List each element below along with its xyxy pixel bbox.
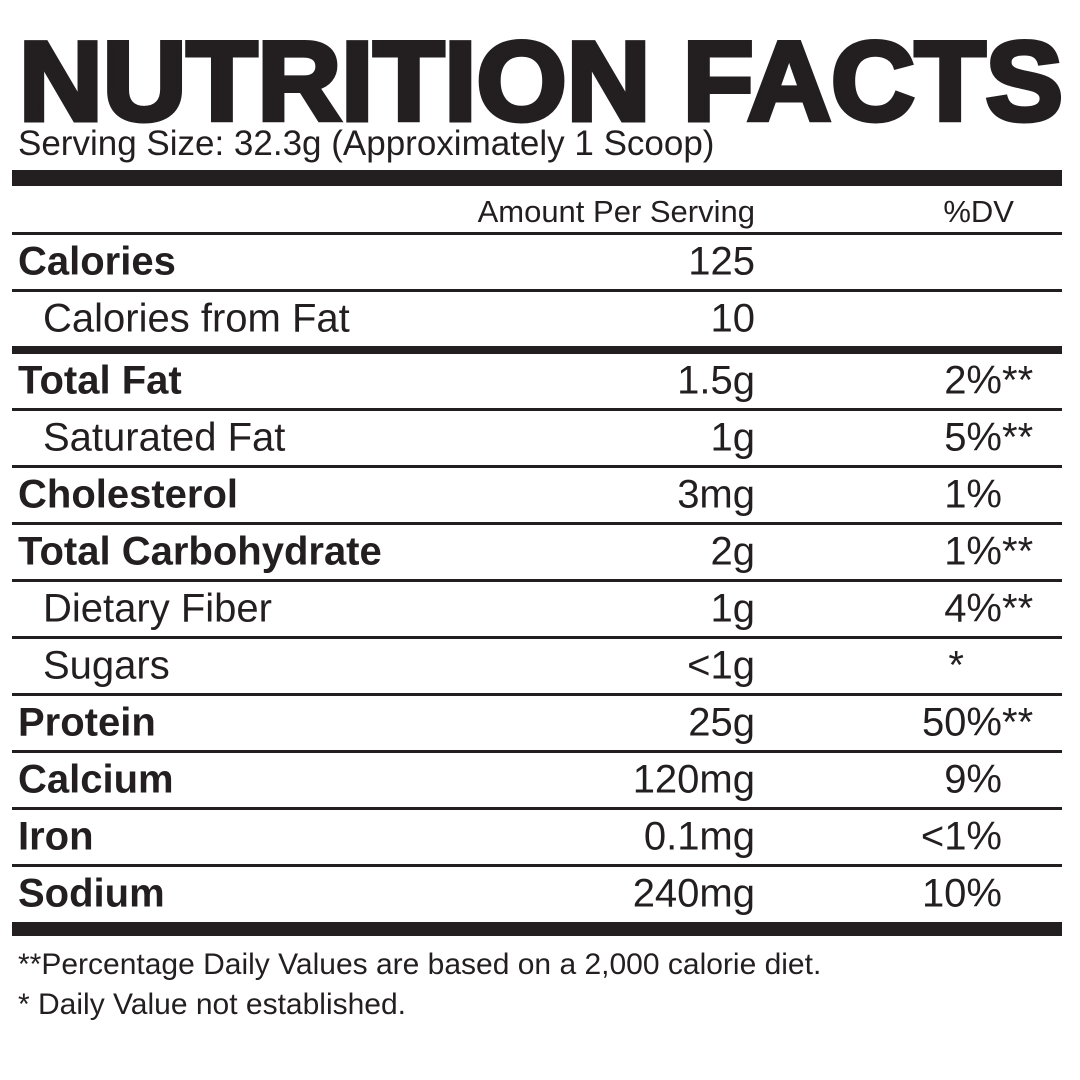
nutrient-dv: 1%	[944, 472, 1002, 517]
nutrient-amount: 1.5g	[677, 358, 755, 403]
nutrition-table: Amount Per Serving %DV Calories 125 Calo…	[12, 186, 1062, 921]
nutrient-row: Dietary Fiber 1g 4% **	[12, 582, 1062, 639]
nutrient-amount: 0.1mg	[643, 814, 755, 859]
nutrient-label-total-fat: Total Fat	[18, 358, 182, 403]
dv-footnote-marker: **	[1002, 586, 1034, 631]
nutrient-label-sodium: Sodium	[18, 871, 165, 916]
amount-header: Amount Per Serving	[477, 193, 755, 229]
nutrient-label-iron: Iron	[18, 814, 94, 859]
table-header: Amount Per Serving %DV	[12, 186, 1062, 235]
nutrient-dv: 5%	[944, 415, 1002, 460]
nutrient-label-dietary-fiber: Dietary Fiber	[43, 586, 272, 631]
nutrient-row: Saturated Fat 1g 5% **	[12, 411, 1062, 468]
footnote-not-established: * Daily Value not established.	[18, 988, 407, 1021]
nutrient-dv: 50%	[921, 700, 1002, 745]
nutrient-label-saturated-fat: Saturated Fat	[43, 415, 286, 460]
dv-footnote-marker: **	[1002, 700, 1034, 745]
dv-footnote-marker: **	[1002, 415, 1034, 460]
nutrient-amount: 120mg	[632, 757, 755, 802]
nutrient-amount: 10	[710, 296, 756, 341]
nutrient-row: Cholesterol 3mg 1%	[12, 468, 1062, 525]
nutrient-label-protein: Protein	[18, 700, 156, 745]
footnote-dv: **Percentage Daily Values are based on a…	[18, 948, 822, 981]
nutrient-label-sugars: Sugars	[43, 643, 170, 688]
nutrient-amount: 240mg	[632, 871, 755, 916]
nutrient-label-calories-from-fat: Calories from Fat	[43, 296, 350, 341]
nutrient-row: Calories from Fat 10	[12, 292, 1062, 354]
nutrient-amount: 3mg	[677, 472, 755, 517]
dv-header: %DV	[943, 193, 1014, 229]
nutrient-label-cholesterol: Cholesterol	[18, 472, 239, 517]
nutrient-dv: 10%	[921, 871, 1002, 916]
nutrient-row: Protein 25g 50% **	[12, 696, 1062, 753]
dv-footnote-marker: **	[1002, 529, 1034, 574]
label-title: NUTRITION FACTS	[17, 36, 1066, 128]
nutrient-row: Calcium 120mg 9%	[12, 753, 1062, 810]
thick-divider-bottom	[12, 922, 1062, 936]
nutrient-amount: 1g	[710, 586, 756, 631]
nutrient-amount: 125	[688, 239, 755, 284]
nutrient-dv: 4%	[944, 586, 1002, 631]
serving-size: Serving Size: 32.3g (Approximately 1 Sco…	[18, 124, 715, 163]
nutrient-dv: 9%	[944, 757, 1002, 802]
nutrient-row: Sugars <1g *	[12, 639, 1062, 696]
nutrient-label-calcium: Calcium	[18, 757, 174, 802]
nutrient-row: Calories 125	[12, 235, 1062, 292]
dv-footnote-marker: **	[1002, 358, 1034, 403]
nutrient-amount: 1g	[710, 415, 756, 460]
nutrient-dv: <1%	[920, 814, 1002, 859]
nutrient-dv: 2%	[944, 358, 1002, 403]
nutrient-amount: 2g	[710, 529, 756, 574]
nutrient-dv: 1%	[944, 529, 1002, 574]
nutrient-label-calories: Calories	[18, 239, 176, 284]
nutrient-amount: 25g	[688, 700, 755, 745]
nutrient-row: Total Carbohydrate 2g 1% **	[12, 525, 1062, 582]
nutrient-row: Total Fat 1.5g 2% **	[12, 354, 1062, 411]
nutrient-row: Iron 0.1mg <1%	[12, 810, 1062, 867]
nutrient-amount: <1g	[687, 643, 755, 688]
svg-text:NUTRITION FACTS: NUTRITION FACTS	[19, 36, 1063, 128]
nutrient-row: Sodium 240mg 10%	[12, 867, 1062, 921]
nutrient-label-total-carbohydrate: Total Carbohydrate	[18, 529, 382, 574]
nutrient-dv: *	[948, 643, 964, 688]
thick-divider-top	[12, 170, 1062, 186]
